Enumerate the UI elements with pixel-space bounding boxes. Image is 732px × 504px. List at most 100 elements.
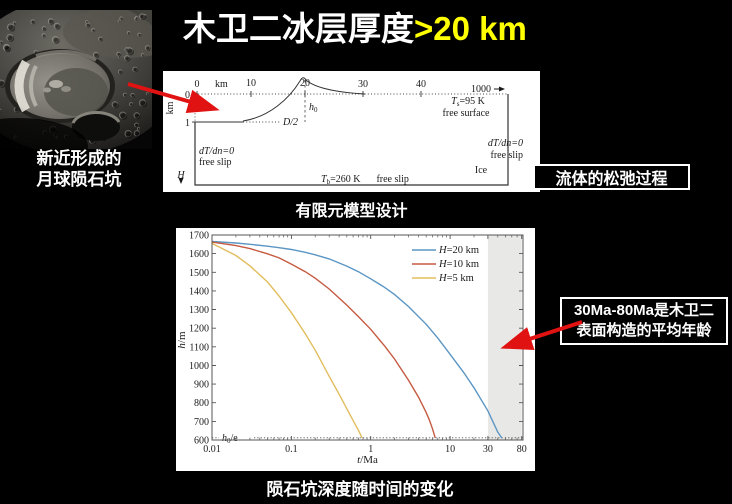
speckle <box>125 56 131 62</box>
central-peak-3 <box>43 87 51 93</box>
moon-crater-image <box>0 10 152 149</box>
speckle-rim <box>134 16 138 21</box>
speckle <box>0 81 6 88</box>
y-tick-label: 900 <box>194 380 209 391</box>
surface-temp-label: Ts=95 K <box>451 96 485 108</box>
speckle-rim <box>124 47 129 52</box>
speckle-rim <box>51 36 59 44</box>
speckle <box>135 123 140 128</box>
x-ticks <box>211 235 523 440</box>
speckle <box>53 37 60 44</box>
moon-caption-line2: 月球陨石坑 <box>36 170 122 189</box>
speckle <box>146 46 151 51</box>
speckle <box>0 41 4 45</box>
speckle-rim <box>41 26 47 31</box>
arrow-line <box>500 320 583 351</box>
tick-0: 0 <box>195 79 200 90</box>
speckle-rim <box>138 99 147 107</box>
speckle <box>42 34 46 38</box>
crater-profile-curve <box>242 77 366 122</box>
speckle-rim <box>140 53 145 57</box>
chart-panel: h0/e 0.01 0.1 1 10 30 80 600 700 800 900 1000 1100 12… <box>176 228 535 471</box>
speckle <box>13 22 17 25</box>
y-tick-label: 1100 <box>189 342 209 353</box>
speckle <box>42 27 47 32</box>
speckle-rim <box>7 23 15 31</box>
tick-40: 40 <box>416 79 426 90</box>
moon-to-model-arrow <box>127 82 220 113</box>
speckle <box>117 52 122 57</box>
central-peak-2 <box>61 86 71 92</box>
title-highlight: >20 km <box>414 10 527 47</box>
y-tick-label: 1000 <box>189 361 209 372</box>
speckle <box>135 17 138 20</box>
flow-relaxation-callout: 流体的松弛过程 <box>533 164 690 190</box>
tick-30: 30 <box>358 79 368 90</box>
speckle-rim <box>91 28 96 33</box>
y-axis-title: h/m <box>176 331 188 349</box>
speckle <box>31 20 36 25</box>
speckle <box>131 94 136 98</box>
x-tick-label: 10 <box>445 444 455 455</box>
y-tick-label: 800 <box>194 398 209 409</box>
ytick-1: 1 <box>185 118 190 129</box>
top-axis-labels: 0 km 10 20 30 40 1000 <box>195 78 492 95</box>
model-domain-box <box>194 94 509 186</box>
speckle-rim <box>137 32 142 37</box>
speckle <box>140 100 147 108</box>
speckle <box>135 17 138 21</box>
speckle <box>127 32 131 35</box>
tick-20: 20 <box>300 78 310 89</box>
ice-label: Ice <box>475 165 488 176</box>
model-panel: 0 km 10 20 30 40 1000 0 1 km D/2 <box>163 71 540 192</box>
speckle-rim <box>98 36 103 41</box>
speckle <box>120 113 128 120</box>
left-bc-slip: free slip <box>199 157 232 168</box>
y-tick-label: 700 <box>194 417 209 428</box>
page-title: 木卫二冰层厚度>20 km <box>183 2 527 50</box>
speckle-rim <box>41 33 46 38</box>
speckle <box>135 113 141 120</box>
flow-callout-text: 流体的松弛过程 <box>555 171 668 188</box>
speckle <box>118 56 121 59</box>
speckle-rim <box>119 111 127 119</box>
speckle-rim <box>6 33 14 41</box>
speckle <box>125 48 130 52</box>
speckle <box>146 93 149 96</box>
speckle <box>4 46 11 53</box>
speckle <box>138 33 142 37</box>
speckle-rim <box>134 122 140 128</box>
speckle <box>4 45 11 52</box>
y-tick-label: 1700 <box>189 231 209 242</box>
speckle-rim <box>53 22 60 29</box>
speckle-rim <box>0 108 2 113</box>
speckle-rim <box>117 55 121 59</box>
y-tick-label: 1600 <box>189 249 209 260</box>
speckle <box>86 23 91 28</box>
speckle <box>0 109 2 113</box>
speckle <box>49 19 55 25</box>
legend-label: H=5 km <box>438 273 474 284</box>
legend-label: H=20 km <box>438 245 479 256</box>
speckle-rim <box>0 79 5 87</box>
speckle-rim <box>124 55 130 61</box>
tick-1000: 1000 <box>471 84 491 95</box>
speckle-rim <box>0 40 3 45</box>
speckle-rim <box>47 18 54 25</box>
speckle <box>94 53 100 59</box>
speckle-rim <box>3 43 10 51</box>
moon-highland <box>63 10 152 58</box>
speckle-rim <box>144 45 151 51</box>
speckle-rim <box>132 66 138 72</box>
tick-unit: km <box>215 79 228 90</box>
right-bc-slip: free slip <box>491 150 524 161</box>
speckle-rim <box>143 14 147 18</box>
curve-H=5 km <box>211 242 363 439</box>
speckle-rim <box>126 31 131 35</box>
y-tick-label: 600 <box>194 436 209 447</box>
speckle-rim <box>133 112 140 119</box>
speckle-rim <box>116 51 121 57</box>
speckle-rim <box>12 21 17 25</box>
speckle <box>119 70 123 75</box>
